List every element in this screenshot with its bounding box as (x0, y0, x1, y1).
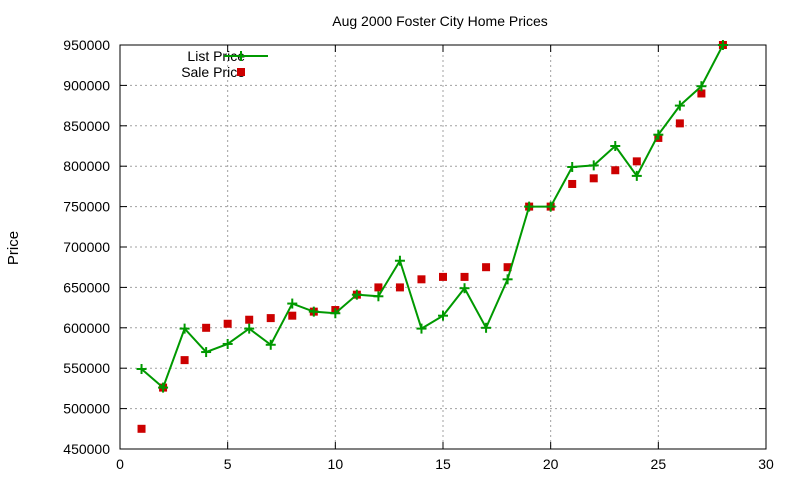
list-price-point (351, 289, 362, 300)
sale-price-point (417, 275, 426, 284)
y-tick-label: 550000 (63, 360, 110, 376)
list-price-point (373, 291, 384, 302)
list-price-point (459, 283, 470, 294)
list-price-point (653, 129, 664, 140)
sale-price-point (589, 174, 598, 183)
sale-price-point (395, 283, 404, 292)
sale-price-point (675, 119, 684, 128)
x-tick-label: 5 (224, 456, 232, 472)
y-tick-label: 850000 (63, 118, 110, 134)
list-price-point (158, 382, 169, 393)
sale-price-point (266, 314, 275, 323)
list-price-point (524, 201, 535, 212)
y-tick-label: 500000 (63, 401, 110, 417)
list-price-point (222, 338, 233, 349)
list-price-point (567, 162, 578, 173)
sale-price-point (374, 283, 383, 292)
list-price-point (201, 347, 212, 358)
list-price-point (244, 323, 255, 334)
x-tick-label: 25 (651, 456, 667, 472)
sale-price-point (245, 315, 254, 324)
list-price-line (140, 44, 724, 390)
y-tick-label: 900000 (63, 77, 110, 93)
list-price-point (545, 201, 556, 212)
sale-price-point (568, 179, 577, 188)
sale-price-point (202, 323, 211, 332)
y-tick-label: 450000 (63, 441, 110, 457)
legend-label-list-price: List Price (187, 48, 245, 64)
grid-lines (120, 45, 766, 449)
x-tick-label: 10 (328, 456, 344, 472)
x-tick-label: 0 (116, 456, 124, 472)
list-price-point (416, 323, 427, 334)
sale-price-point (460, 272, 469, 281)
list-price-point (438, 310, 448, 321)
list-price-point (481, 322, 492, 333)
list-price-point (588, 160, 599, 171)
legend-label-sale-price: Sale Price (181, 64, 245, 80)
y-axis-label: Price (5, 231, 22, 265)
list-price-point (631, 170, 642, 181)
list-price-point (394, 255, 405, 266)
list-price-point (502, 274, 513, 285)
list-price-point (674, 100, 685, 111)
sale-price-point (180, 356, 189, 365)
tick-labels: 0 5 10 15 20 25 30 450000 500000 550000 600000 6500… (63, 37, 774, 472)
x-tick-label: 20 (543, 456, 559, 472)
sale-price-point (697, 89, 706, 98)
list-price-point (610, 141, 621, 151)
sale-price-point (632, 157, 641, 166)
y-tick-label: 650000 (63, 279, 110, 295)
chart-title: Aug 2000 Foster City Home Prices (332, 13, 548, 29)
list-price-point (179, 323, 190, 334)
y-tick-label: 800000 (63, 158, 110, 174)
sale-price-point (611, 166, 620, 175)
series-layer (136, 40, 728, 433)
sale-price-point (223, 319, 232, 328)
list-price-point (330, 308, 341, 319)
list-price-point (136, 364, 147, 375)
y-tick-label: 700000 (63, 239, 110, 255)
sale-price-point (439, 272, 447, 281)
y-tick-label: 600000 (63, 320, 110, 336)
sale-price-point (288, 311, 297, 320)
y-tick-label: 950000 (63, 37, 110, 53)
sale-price-point (482, 263, 491, 272)
series-sale-price (137, 41, 727, 433)
sale-price-point (503, 263, 512, 272)
plot-frame (119, 44, 767, 450)
x-tick-label: 30 (758, 456, 774, 472)
list-price-point (696, 81, 707, 92)
y-tick-label: 750000 (63, 199, 110, 215)
list-price-point (287, 298, 298, 309)
series-list-price (136, 40, 728, 393)
sale-price-point (137, 424, 146, 433)
legend-swatch-sale-price (237, 68, 245, 76)
list-price-point (308, 306, 319, 317)
list-price-point (717, 40, 728, 50)
list-price-point (265, 339, 276, 350)
x-tick-label: 15 (435, 456, 451, 472)
